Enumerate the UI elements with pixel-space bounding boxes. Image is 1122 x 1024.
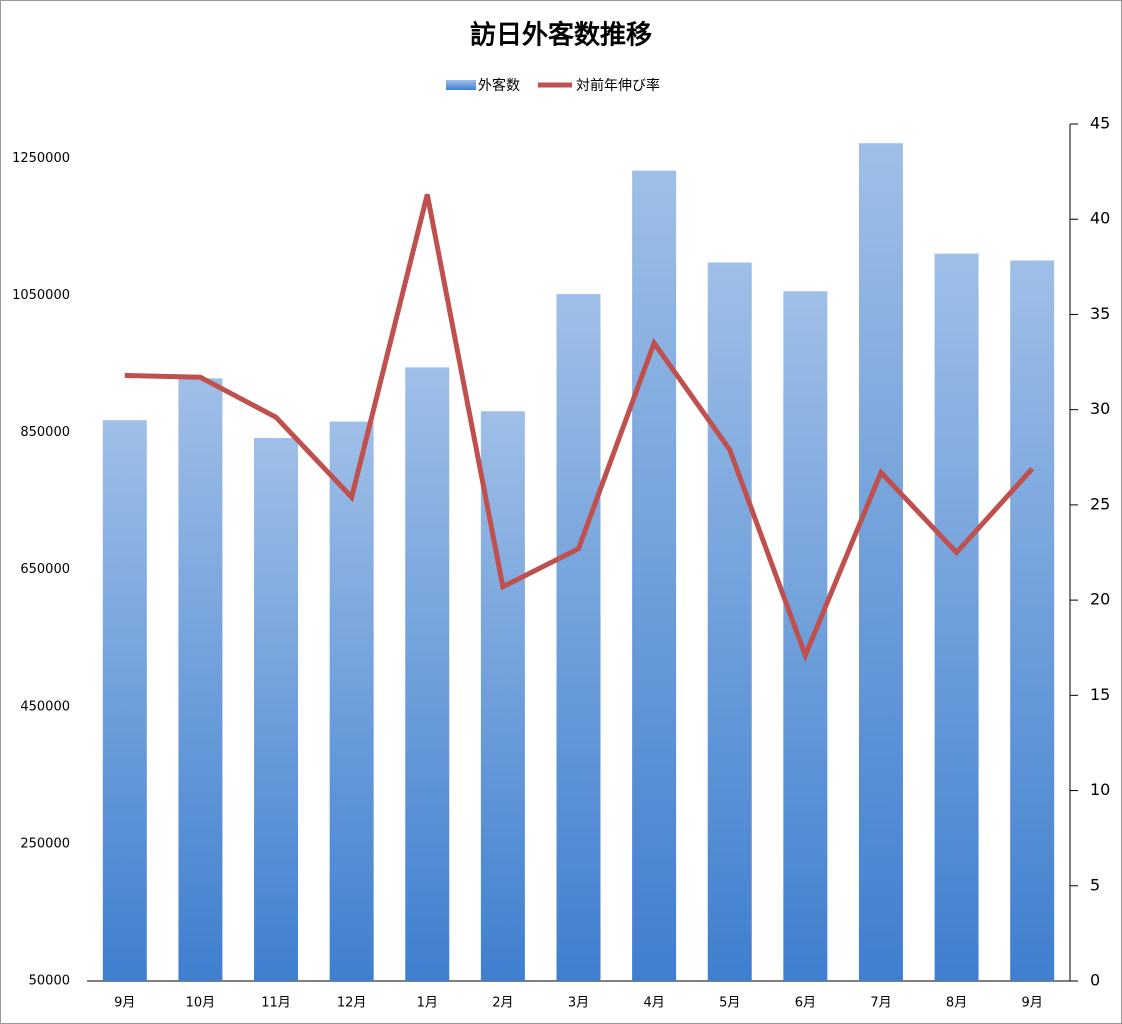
legend-swatch <box>446 80 476 90</box>
x-tick-label: 2月 <box>492 996 513 1011</box>
x-tick-label: 3月 <box>568 996 589 1011</box>
x-tick-label: 6月 <box>795 996 816 1011</box>
bar <box>329 421 374 981</box>
y2-tick-label: 15 <box>1090 685 1110 704</box>
x-tick-label: 8月 <box>946 996 967 1011</box>
bar <box>405 367 450 981</box>
x-tick-label: 11月 <box>261 996 291 1011</box>
y-tick-label: 50000 <box>29 974 70 989</box>
bar <box>858 143 903 982</box>
bar <box>178 378 223 981</box>
legend-label: 対前年伸び率 <box>576 77 660 94</box>
bar <box>254 438 299 982</box>
x-tick-label: 5月 <box>719 996 740 1011</box>
bar <box>934 253 979 982</box>
y-tick-label: 850000 <box>20 425 70 440</box>
x-tick-label: 9月 <box>114 996 135 1011</box>
bar <box>1010 260 1055 981</box>
bar <box>102 420 147 981</box>
y2-tick-label: 5 <box>1090 875 1100 894</box>
y-tick-label: 450000 <box>20 699 70 714</box>
y2-tick-label: 10 <box>1090 780 1110 799</box>
legend-label: 外客数 <box>478 77 520 94</box>
chart-title: 訪日外客数推移 <box>470 20 652 51</box>
y2-tick-label: 20 <box>1090 590 1110 609</box>
bar <box>707 262 752 981</box>
y2-tick-label: 35 <box>1090 304 1110 323</box>
y2-tick-label: 30 <box>1090 399 1110 418</box>
line <box>124 193 1035 663</box>
y2-tick-label: 40 <box>1090 209 1110 228</box>
bar <box>556 294 601 981</box>
y-tick-label: 1250000 <box>12 151 70 166</box>
y2-tick-label: 0 <box>1090 971 1100 990</box>
x-tick-label: 7月 <box>870 996 891 1011</box>
x-tick-label: 10月 <box>186 996 216 1011</box>
y2-tick-label: 45 <box>1090 114 1110 133</box>
y-tick-label: 650000 <box>20 562 70 577</box>
x-tick-label: 1月 <box>417 996 438 1011</box>
y2-tick-label: 25 <box>1090 494 1110 513</box>
x-tick-label: 12月 <box>337 996 367 1011</box>
x-tick-label: 9月 <box>1022 996 1043 1011</box>
y-tick-label: 250000 <box>20 836 70 851</box>
x-tick-label: 4月 <box>643 996 664 1011</box>
bar <box>783 291 828 982</box>
bar <box>632 170 677 982</box>
y-tick-label: 1050000 <box>12 288 70 303</box>
